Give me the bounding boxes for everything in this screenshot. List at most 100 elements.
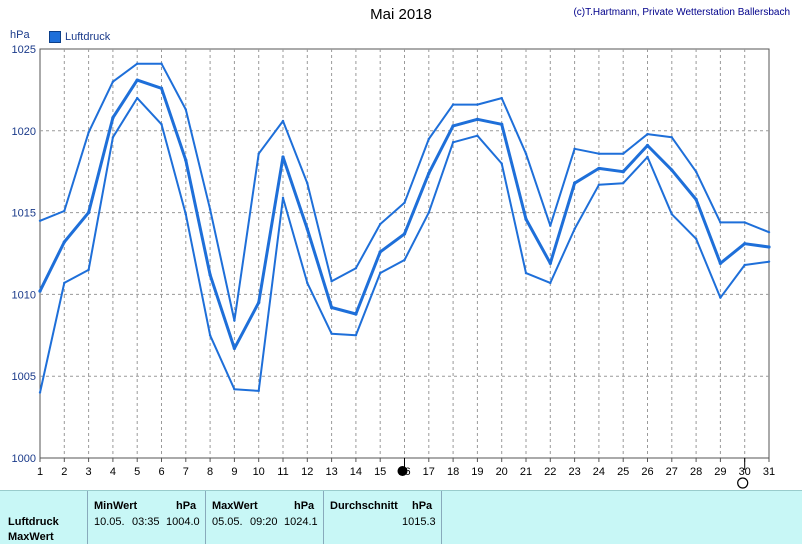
min-cell: MinWert hPa 10.05. 03:35 1004.0	[88, 491, 206, 544]
data-point-max	[111, 80, 115, 83]
data-point-max	[597, 152, 601, 155]
data-point-mean	[208, 273, 212, 277]
data-point-min	[257, 389, 260, 393]
x-tick-label: 24	[593, 466, 605, 478]
data-point-max	[160, 62, 163, 65]
x-tick-label: 1	[37, 466, 43, 478]
data-point-mean	[402, 232, 407, 236]
data-point-max	[136, 62, 139, 65]
legend-label: Luftdruck	[65, 31, 111, 43]
data-point-min	[233, 388, 236, 391]
data-point-max	[306, 181, 309, 185]
data-point-mean	[135, 78, 139, 82]
y-tick-label: 1025	[12, 44, 36, 56]
data-point-mean	[718, 261, 723, 265]
row-label-cell: Luftdruck MaxWert	[0, 491, 88, 544]
data-point-max	[646, 132, 649, 136]
min-date: 10.05.	[94, 516, 125, 528]
data-point-max	[451, 103, 455, 106]
data-point-min	[87, 268, 90, 272]
data-point-mean	[645, 143, 650, 148]
data-point-mean	[232, 346, 236, 350]
legend[interactable]: Luftdruck	[49, 31, 110, 43]
data-point-max	[573, 147, 576, 150]
data-point-mean	[597, 166, 601, 171]
data-point-min	[451, 141, 455, 144]
data-point-max	[767, 231, 771, 234]
data-point-max	[379, 222, 382, 226]
x-tick-label: 12	[301, 466, 313, 478]
data-point-min	[719, 296, 722, 299]
data-point-mean	[354, 312, 358, 316]
x-tick-label: 6	[158, 466, 164, 478]
x-tick-label: 9	[231, 466, 237, 478]
data-point-mean	[670, 168, 674, 172]
data-point-max	[354, 267, 358, 270]
data-point-min	[63, 281, 66, 285]
x-tick-label: 20	[496, 466, 508, 478]
max-value: 1024.1	[284, 516, 318, 528]
data-point-mean	[621, 170, 625, 174]
data-point-mean	[305, 227, 309, 231]
data-point-mean	[378, 250, 382, 254]
x-tick-label: 11	[277, 466, 288, 478]
max-cell: MaxWert hPa 05.05. 09:20 1024.1	[206, 491, 324, 544]
x-tick-label: 27	[666, 466, 678, 478]
y-tick-label: 1010	[12, 289, 36, 301]
data-point-max	[719, 221, 722, 224]
data-point-max	[549, 224, 552, 227]
data-point-min	[743, 263, 746, 267]
avg-cell: Durchschnitt hPa 1015.3	[324, 491, 442, 544]
x-tick-label: 29	[714, 466, 726, 478]
data-point-min	[476, 134, 479, 137]
max-unit: hPa	[294, 500, 315, 512]
data-point-min	[500, 162, 503, 165]
y-axis-unit: hPa	[10, 29, 30, 41]
data-point-max	[281, 119, 285, 123]
x-tick-label: 17	[423, 466, 435, 478]
data-point-mean	[475, 117, 479, 121]
data-point-mean	[184, 158, 188, 162]
data-point-max	[233, 319, 236, 322]
data-point-min	[354, 334, 358, 337]
data-point-max	[694, 170, 698, 173]
data-point-mean	[500, 122, 504, 126]
min-unit: hPa	[176, 500, 197, 512]
full-moon-icon	[737, 477, 749, 489]
data-point-min	[549, 281, 552, 285]
data-point-mean	[62, 240, 66, 244]
data-point-min	[767, 260, 771, 263]
max-date: 05.05.	[212, 516, 243, 528]
data-point-max	[476, 103, 479, 106]
x-tick-label: 8	[207, 466, 213, 478]
data-point-mean	[257, 300, 261, 305]
max-header: MaxWert	[212, 500, 258, 512]
data-point-max	[63, 209, 66, 213]
data-point-min	[281, 196, 285, 200]
data-point-max	[38, 219, 42, 222]
data-point-mean	[524, 217, 528, 221]
x-tick-label: 21	[520, 466, 532, 478]
data-point-mean	[330, 305, 334, 310]
data-point-mean	[87, 211, 91, 215]
data-point-mean	[743, 242, 747, 246]
data-point-min	[597, 183, 601, 186]
avg-value: 1015.3	[402, 516, 436, 528]
avg-unit: hPa	[412, 500, 433, 512]
data-point-max	[524, 152, 528, 155]
x-tick-label: 28	[690, 466, 702, 478]
y-tick-label: 1020	[12, 126, 36, 138]
data-point-mean	[159, 86, 164, 90]
x-tick-label: 31	[763, 466, 775, 478]
data-point-min	[306, 281, 309, 285]
x-tick-label: 18	[447, 466, 459, 478]
data-point-max	[670, 136, 673, 139]
x-tick-label: 26	[641, 466, 653, 478]
legend-swatch	[49, 31, 61, 43]
data-point-min	[330, 332, 333, 335]
data-point-max	[184, 108, 187, 111]
y-tick-label: 1015	[12, 208, 36, 220]
data-point-max	[257, 152, 260, 155]
row-label-luftdruck: Luftdruck	[8, 516, 59, 528]
row-label-maxwert: MaxWert	[8, 531, 54, 543]
